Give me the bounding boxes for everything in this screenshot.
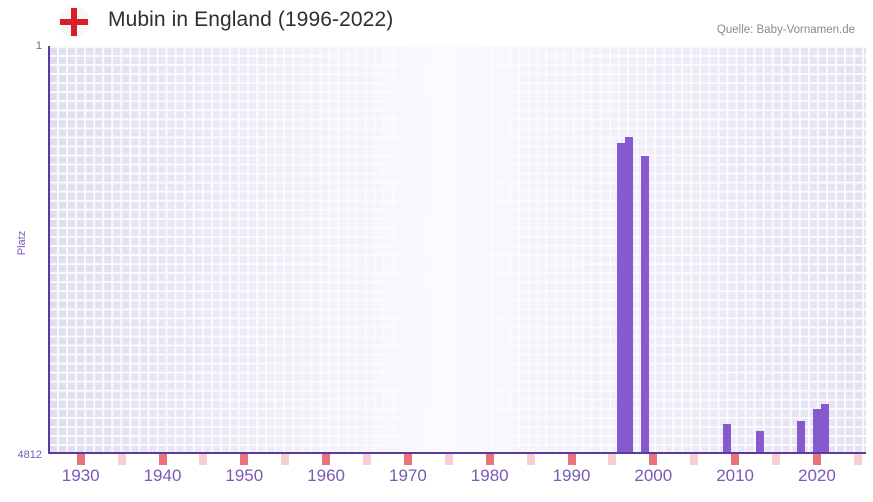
decade-mark-2000 [649,454,658,465]
grid-overlay [48,46,866,452]
decade-mark-1970 [403,454,412,465]
bar-1996 [616,142,625,452]
decade-mark-1935 [117,454,126,465]
x-tick-1940: 1940 [143,466,182,485]
bar-2018 [796,421,805,452]
bar-2009 [722,423,731,452]
chart-title: Mubin in England (1996-2022) [108,8,394,31]
x-tick-1980: 1980 [470,466,509,485]
x-tick-2020: 2020 [797,466,836,485]
decade-strip [48,454,866,465]
chart-header: Mubin in England (1996-2022) Quelle: Bab… [0,0,873,44]
source-note: Quelle: Baby-Vornamen.de [716,24,855,36]
decade-mark-1930 [76,454,85,465]
bar-2021 [821,403,830,452]
decade-mark-1955 [281,454,290,465]
y-axis-line [48,46,50,453]
x-tick-2000: 2000 [634,466,673,485]
x-tick-1970: 1970 [388,466,427,485]
bar-1997 [624,137,633,452]
decade-mark-1975 [444,454,453,465]
decade-mark-1960 [322,454,331,465]
y-axis-title: Platz [16,230,28,256]
y-tick-top: 1 [35,40,42,52]
bar-2020 [812,408,821,452]
decade-mark-2020 [812,454,821,465]
bars-layer [48,46,866,452]
decade-mark-1980 [485,454,494,465]
decade-mark-1945 [199,454,208,465]
decade-mark-2005 [690,454,699,465]
decade-mark-1965 [363,454,372,465]
england-flag-icon [58,6,90,38]
decade-mark-1950 [240,454,249,465]
decade-mark-2025 [853,454,862,465]
x-tick-1990: 1990 [552,466,591,485]
x-tick-1950: 1950 [225,466,264,485]
x-tick-2010: 2010 [716,466,755,485]
y-tick-bottom: 4812 [17,449,42,461]
plot-area [48,46,866,452]
x-tick-1930: 1930 [61,466,100,485]
flag-cross-horizontal [60,19,88,25]
bar-2013 [755,430,764,452]
decade-mark-2015 [772,454,781,465]
decade-mark-1985 [526,454,535,465]
decade-mark-1940 [158,454,167,465]
x-tick-1960: 1960 [307,466,346,485]
bar-1999 [641,156,650,452]
decade-mark-1995 [608,454,617,465]
x-axis-line [48,452,866,454]
decade-mark-2010 [731,454,740,465]
decade-mark-1990 [567,454,576,465]
